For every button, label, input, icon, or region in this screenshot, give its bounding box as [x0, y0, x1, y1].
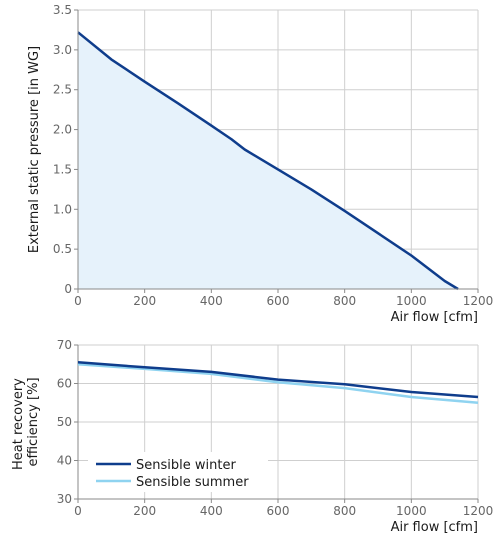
y-tick-label: 70: [57, 338, 72, 352]
y-tick-label: 50: [57, 415, 72, 429]
efficiency-line: [77, 363, 479, 405]
legend-background: [88, 452, 268, 492]
x-tick-label: 800: [333, 294, 356, 308]
x-tick-label: 200: [133, 294, 156, 308]
efficiency-line: [77, 361, 479, 399]
y-tick-label: 40: [57, 454, 72, 468]
pressure-chart: 0 200 400 600 800 1000 1200 0 0.5 1.0 1.5 2.0 2.5 3.…: [27, 3, 493, 325]
efficiency-y-ticks: 30 40 50 60 70: [57, 338, 78, 506]
efficiency-y-axis-title: Heat recovery efficiency [%]: [11, 374, 41, 470]
efficiency-y-axis-title-line-2: efficiency [%]: [26, 377, 41, 466]
x-tick-label: 400: [200, 294, 223, 308]
efficiency-x-ticks: 0 200 400 600 800 1000 1200: [74, 499, 493, 518]
pressure-x-ticks: 0 200 400 600 800 1000 1200: [74, 289, 493, 308]
x-tick-label: 1200: [463, 504, 493, 518]
x-tick-label: 400: [200, 504, 223, 518]
y-tick-label: 60: [57, 377, 72, 391]
y-tick-label: 1.0: [53, 202, 72, 216]
efficiency-chart: 0 200 400 600 800 1000 1200 30 40 50 60 70 Heat re…: [11, 338, 493, 535]
x-tick-label: 800: [333, 504, 356, 518]
y-tick-label: 30: [57, 492, 72, 506]
efficiency-x-axis-title: Air flow [cfm]: [391, 520, 478, 535]
y-tick-label: 2.5: [53, 83, 72, 97]
legend-label: Sensible summer: [136, 475, 249, 490]
pressure-area: [78, 32, 458, 290]
pressure-y-ticks: 0 0.5 1.0 1.5 2.0 2.5 3.0 3.5: [53, 3, 78, 296]
efficiency-series: [77, 361, 479, 405]
y-tick-label: 0: [64, 282, 72, 296]
x-tick-label: 1000: [396, 504, 427, 518]
x-tick-label: 1000: [396, 294, 427, 308]
legend-label: Sensible winter: [136, 458, 236, 473]
x-tick-label: 0: [74, 504, 82, 518]
pressure-x-axis-title: Air flow [cfm]: [391, 310, 478, 325]
x-tick-label: 600: [267, 504, 290, 518]
y-tick-label: 3.0: [53, 43, 72, 57]
pressure-curve: [77, 31, 459, 291]
efficiency-legend: Sensible winter Sensible summer: [88, 452, 268, 492]
y-tick-label: 1.5: [53, 162, 72, 176]
x-tick-label: 1200: [463, 294, 493, 308]
x-tick-label: 600: [267, 294, 290, 308]
y-tick-label: 3.5: [53, 3, 72, 17]
x-tick-label: 200: [133, 504, 156, 518]
x-tick-label: 0: [74, 294, 82, 308]
efficiency-y-axis-title-line-1: Heat recovery: [11, 378, 26, 470]
y-tick-label: 0.5: [53, 242, 72, 256]
efficiency-grid: [78, 344, 479, 499]
y-tick-label: 2.0: [53, 123, 72, 137]
pressure-y-axis-title: External static pressure [in WG]: [27, 46, 42, 253]
